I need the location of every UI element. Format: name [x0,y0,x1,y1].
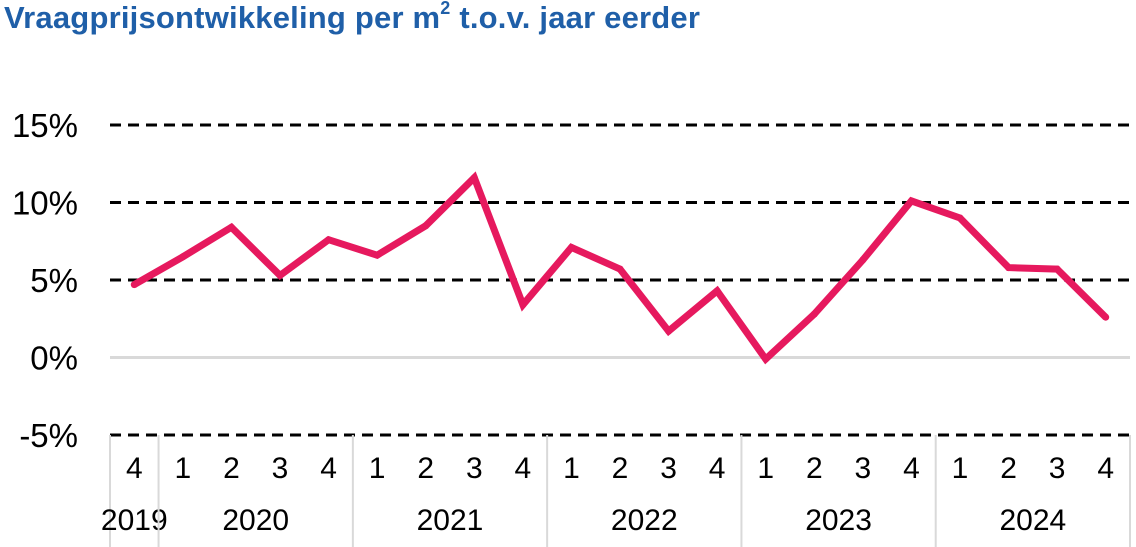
x-tick-label-quarter: 3 [272,452,289,485]
chart-title-suffix: t.o.v. jaar eerder [450,0,701,35]
x-tick-label-quarter: 3 [1049,452,1066,485]
y-axis-tick-labels: -5% 0% 5% 10% 15% [12,107,78,454]
data-point [1102,313,1110,321]
y-tick-label: 0% [30,340,78,377]
x-tick-label-year: 2024 [999,504,1066,537]
x-tick-label-quarter: 2 [806,452,823,485]
y-tick-label: -5% [19,417,78,454]
data-point [325,236,333,244]
x-tick-label-quarter: 1 [175,452,192,485]
x-tick-label-quarter: 4 [320,452,337,485]
x-tick-label-year: 2023 [805,504,872,537]
x-tick-label-year: 2021 [417,504,484,537]
data-point [810,310,818,318]
x-tick-label-quarter: 4 [1097,452,1114,485]
chart-title: Vraagprijsontwikkeling per m2 t.o.v. jaa… [4,0,700,36]
x-tick-label-quarter: 4 [515,452,532,485]
data-point [373,251,381,259]
data-point [1053,265,1061,273]
x-tick-label-quarter: 3 [466,452,483,485]
data-point [227,223,235,231]
y-tick-label: 15% [12,107,78,144]
data-point [1005,264,1013,272]
data-point [422,222,430,230]
chart-title-text: Vraagprijsontwikkeling per m [4,0,441,35]
x-tick-label-quarter: 3 [855,452,872,485]
x-tick-label-year: 2020 [222,504,289,537]
x-tick-label-quarter: 3 [660,452,677,485]
data-point [713,287,721,295]
data-point [179,253,187,261]
chart-title-superscript: 2 [440,0,451,18]
x-tick-label-quarter: 2 [1000,452,1017,485]
data-point [956,214,964,222]
data-point [470,174,478,182]
data-point [519,301,527,309]
plot-series [130,171,1110,365]
data-point [762,355,770,363]
x-tick-label-quarter: 4 [126,452,143,485]
data-point [665,327,673,335]
data-point [907,197,915,205]
data-point [130,281,138,289]
x-tick-label-quarter: 2 [223,452,240,485]
x-tick-label-quarter: 1 [369,452,386,485]
x-tick-label-quarter: 1 [563,452,580,485]
y-tick-label: 10% [12,185,78,222]
gridlines [110,123,1130,437]
data-point [567,243,575,251]
x-tick-label-quarter: 2 [612,452,629,485]
x-tick-label-quarter: 4 [903,452,920,485]
x-tick-label-quarter: 2 [417,452,434,485]
x-tick-label-year: 2022 [611,504,678,537]
data-point [276,271,284,279]
data-point [616,265,624,273]
x-tick-label-year: 2019 [101,504,168,537]
data-point [859,256,867,264]
y-tick-label: 5% [30,262,78,299]
x-tick-label-quarter: 4 [709,452,726,485]
x-tick-label-quarter: 1 [757,452,774,485]
x-tick-label-quarter: 1 [952,452,969,485]
